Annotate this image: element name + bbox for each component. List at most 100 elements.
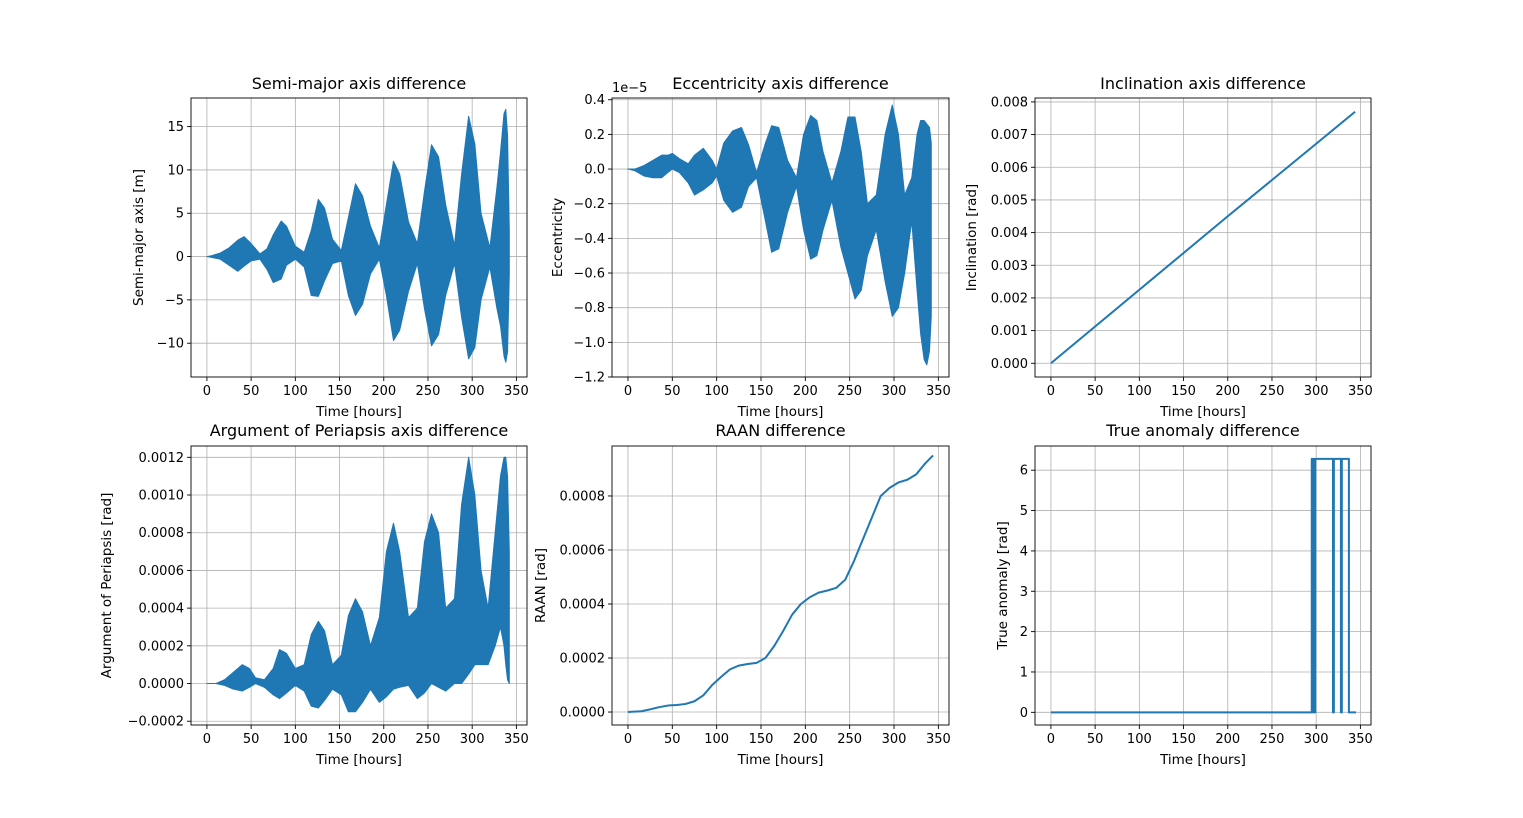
plot-area xyxy=(1050,110,1356,365)
y-tick-label: 10 xyxy=(167,163,184,178)
plot-area xyxy=(206,108,510,363)
y-axis-label: Argument of Periapsis [rad] xyxy=(99,493,115,679)
subplot-4: 0 50 100 150 200 250 300 350 −0.0002 0.0000 0.0002… xyxy=(99,421,529,768)
subplot-6: 0 50 100 150 200 250 300 350 0 1 2 3 4 5 6 True anomaly… xyxy=(995,421,1373,768)
x-tick-label: 350 xyxy=(1348,732,1373,747)
x-tick-label: 350 xyxy=(926,732,951,747)
x-tick-label: 100 xyxy=(704,732,729,747)
x-axis-label: Time [hours] xyxy=(1159,404,1246,420)
y-tick-label: 0.005 xyxy=(991,193,1028,208)
y-tick-label: −0.2 xyxy=(573,197,605,212)
x-tick-label: 300 xyxy=(1304,732,1329,747)
y-tick-label: −1.2 xyxy=(573,371,605,386)
x-tick-label: 150 xyxy=(327,384,352,399)
axes-frame xyxy=(190,445,528,726)
x-tick-label: 150 xyxy=(327,732,352,747)
x-tick-label: 150 xyxy=(749,384,774,399)
x-tick-label: 50 xyxy=(243,384,260,399)
x-axis-label: Time [hours] xyxy=(315,752,402,768)
y-tick-label: 0.0002 xyxy=(560,652,606,667)
series-line xyxy=(1050,110,1356,365)
x-tick-label: 200 xyxy=(1215,732,1240,747)
x-tick-label: 0 xyxy=(624,384,632,399)
x-tick-label: 350 xyxy=(504,732,529,747)
y-tick-label: −1.0 xyxy=(573,336,605,351)
series-line xyxy=(627,454,934,714)
x-tick-label: 200 xyxy=(793,732,818,747)
subplot-1: 0 50 100 150 200 250 300 350 −10 −5 0 5 10 15 Semi-maj… xyxy=(131,74,529,420)
x-tick-label: 300 xyxy=(882,384,907,399)
y-tick-label: 0.0008 xyxy=(560,489,606,504)
x-tick-label: 350 xyxy=(926,384,951,399)
y-tick-label: 0.002 xyxy=(991,291,1028,306)
subplot-3: 0 50 100 150 200 250 300 350 0.000 0.001 0.002 0.00… xyxy=(964,74,1373,420)
y-tick-label: 0.0000 xyxy=(139,677,185,692)
y-tick-label: 0.0006 xyxy=(139,564,185,579)
y-tick-label: 2 xyxy=(1020,625,1028,640)
x-tick-label: 250 xyxy=(416,384,441,399)
y-tick-label: 0.0012 xyxy=(139,451,185,466)
x-tick-label: 0 xyxy=(1047,732,1055,747)
axes-frame xyxy=(611,445,950,726)
y-tick-label: 0.003 xyxy=(991,259,1028,274)
x-tick-label: 200 xyxy=(371,384,396,399)
x-tick-label: 250 xyxy=(837,732,862,747)
y-tick-label: 15 xyxy=(167,120,184,135)
x-tick-label: 50 xyxy=(664,732,681,747)
y-tick-label: 0.0008 xyxy=(139,526,185,541)
y-tick-label: 0.0000 xyxy=(560,706,606,721)
x-axis-label: Time [hours] xyxy=(1159,752,1246,768)
chart-title: True anomaly difference xyxy=(1105,421,1300,440)
plot-area xyxy=(206,456,510,713)
x-tick-label: 250 xyxy=(1260,384,1285,399)
x-tick-label: 0 xyxy=(1047,384,1055,399)
x-tick-label: 150 xyxy=(1171,732,1196,747)
x-tick-label: 250 xyxy=(1260,732,1285,747)
x-tick-label: 250 xyxy=(837,384,862,399)
x-tick-label: 50 xyxy=(243,732,260,747)
y-tick-label: 0.0002 xyxy=(139,639,185,654)
y-tick-label: 1 xyxy=(1020,665,1028,680)
x-tick-label: 300 xyxy=(882,732,907,747)
chart-title: Eccentricity axis difference xyxy=(672,74,889,93)
x-tick-label: 100 xyxy=(283,732,308,747)
x-tick-label: 100 xyxy=(704,384,729,399)
y-tick-label: −0.0002 xyxy=(128,715,184,730)
y-tick-label: 3 xyxy=(1020,585,1028,600)
x-tick-label: 300 xyxy=(1304,384,1329,399)
x-tick-label: 300 xyxy=(460,384,485,399)
y-axis-label: True anomaly [rad] xyxy=(995,521,1011,650)
x-tick-label: 350 xyxy=(504,384,529,399)
series-line xyxy=(1050,457,1356,714)
y-tick-label: 0.008 xyxy=(991,95,1028,110)
plot-area xyxy=(627,104,932,366)
y-tick-label: −10 xyxy=(157,337,184,352)
x-axis-label: Time [hours] xyxy=(737,752,824,768)
y-tick-label: −0.6 xyxy=(573,267,605,282)
series-oscillation-band xyxy=(206,108,510,363)
x-tick-label: 150 xyxy=(1171,384,1196,399)
chart-title: RAAN difference xyxy=(715,421,845,440)
subplot-5: 0 50 100 150 200 250 300 350 0.0000 0.0002 0.0004 0… xyxy=(533,421,951,768)
x-tick-label: 0 xyxy=(203,384,211,399)
y-tick-label: 0.0010 xyxy=(139,489,185,504)
y-axis-label: Eccentricity xyxy=(550,198,566,277)
y-tick-label: −0.4 xyxy=(573,232,605,247)
axes-frame xyxy=(190,97,528,378)
chart-title: Semi-major axis difference xyxy=(252,74,467,93)
y-tick-label: 5 xyxy=(176,207,184,222)
y-tick-label: 0.0 xyxy=(584,163,605,178)
x-tick-label: 250 xyxy=(416,732,441,747)
y-tick-label: 0.4 xyxy=(584,93,605,108)
y-tick-label: −5 xyxy=(165,293,184,308)
x-tick-label: 0 xyxy=(203,732,211,747)
x-tick-label: 100 xyxy=(1127,384,1152,399)
axes-frame xyxy=(1034,445,1372,726)
x-tick-label: 50 xyxy=(1087,384,1104,399)
y-tick-label: 0.004 xyxy=(991,226,1028,241)
axis-offset-label: 1e−5 xyxy=(612,81,647,96)
y-tick-label: 0.001 xyxy=(991,324,1028,339)
chart-title: Inclination axis difference xyxy=(1100,74,1306,93)
y-axis-label: Semi-major axis [m] xyxy=(131,169,147,306)
